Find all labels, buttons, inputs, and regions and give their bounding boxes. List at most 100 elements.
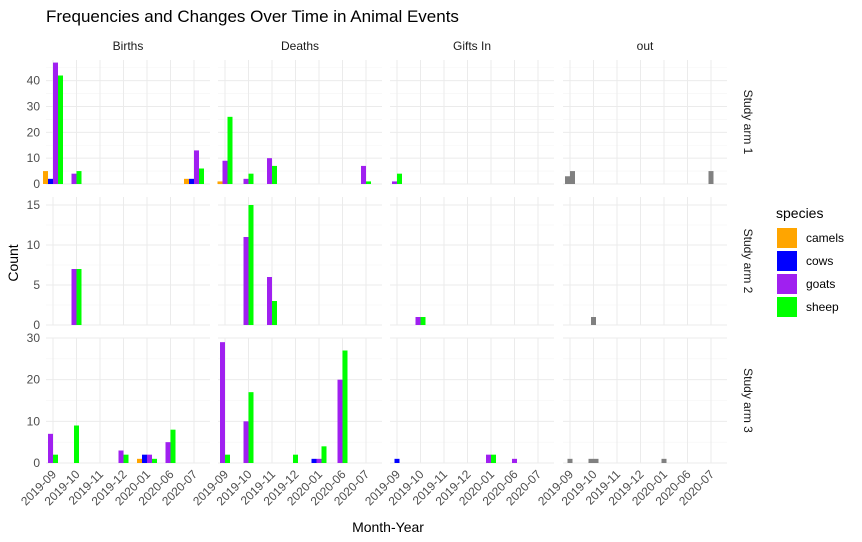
panel-gifts-in-study-arm-3 [390, 337, 554, 464]
panel-gifts-in-study-arm-2 [390, 197, 554, 326]
bar-sheep-2019-09 [227, 116, 233, 184]
bar-sheep-2019-10 [420, 317, 426, 325]
bar-sheep-2020-01 [152, 458, 157, 463]
legend-label-cows: cows [806, 254, 833, 268]
bar-na-2019-09 [570, 171, 575, 184]
bar-sheep-2020-07 [366, 181, 371, 184]
bar-goats-2019-10 [243, 421, 249, 463]
bar-sheep-2019-09 [397, 173, 402, 184]
legend-label-goats: goats [806, 277, 835, 291]
y-tick-label: 30 [27, 100, 41, 114]
panel-births-study-arm-3 [46, 337, 210, 464]
panel-out-study-arm-1 [563, 60, 727, 185]
bar-goats-2019-10 [71, 173, 77, 184]
panel-background [563, 60, 727, 184]
bar-goats-2019-09 [48, 433, 53, 463]
bar-goats-2020-06 [337, 379, 343, 463]
bar-sheep-2020-07 [199, 168, 204, 184]
bar-goats-2019-11 [267, 277, 272, 325]
bar-cows-2020-01 [142, 454, 147, 463]
bar-sheep-2020-06 [342, 350, 348, 463]
panel-out-study-arm-2 [563, 197, 727, 326]
y-tick-label: 30 [27, 331, 41, 345]
bar-sheep-2019-09 [53, 454, 58, 463]
panel-background [563, 197, 727, 325]
bar-goats-2019-09 [53, 62, 58, 185]
panel-background [46, 197, 210, 325]
bar-goats-2019-09 [220, 342, 225, 463]
bar-camels-2020-01 [137, 458, 142, 463]
y-tick-label: 40 [27, 74, 41, 88]
panel-births-study-arm-1 [43, 60, 210, 185]
row-strip-study-arm-3: Study arm 3 [741, 368, 755, 433]
bar-camels-2020-07 [184, 178, 189, 184]
column-strip-deaths: Deaths [281, 39, 319, 53]
bar-goats-2020-01 [316, 458, 322, 463]
bar-goats-2020-06 [165, 442, 171, 463]
y-tick-label: 10 [27, 238, 41, 252]
bar-goats-2019-11 [267, 158, 272, 184]
legend-key-cows [777, 251, 797, 271]
bar-sheep-2019-11 [272, 165, 277, 184]
bar-sheep-2020-01 [321, 446, 327, 463]
y-tick-label: 20 [27, 125, 41, 139]
y-tick-label: 10 [27, 414, 41, 428]
x-axis-title: Month-Year [352, 519, 424, 535]
panel-deaths-study-arm-1 [217, 60, 382, 185]
bar-na-2019-10 [593, 458, 599, 463]
facet-strips: Study arm 1 Study arm 2 Study arm 3 Births D… [113, 39, 755, 433]
legend-label-sheep: sheep [806, 300, 839, 314]
bar-goats-2019-12 [118, 450, 124, 463]
row-strip-study-arm-1: Study arm 1 [741, 90, 755, 155]
bar-cows-2020-01 [311, 458, 317, 463]
panel-background [390, 60, 554, 184]
y-tick-label: 15 [27, 198, 41, 212]
panel-background [218, 197, 382, 325]
bar-sheep-2019-09 [225, 454, 230, 463]
bar-sheep-2019-09 [58, 75, 63, 184]
bar-sheep-2019-12 [123, 454, 129, 463]
bar-goats-2019-10 [243, 237, 249, 325]
bar-na-2019-10 [588, 458, 594, 463]
bar-sheep-2019-10 [248, 205, 254, 325]
bar-sheep-2019-10 [248, 392, 254, 463]
y-tick-label: 0 [33, 177, 40, 191]
panel-background [46, 60, 210, 184]
bar-sheep-2019-10 [74, 425, 79, 463]
bar-sheep-2019-10 [76, 269, 82, 325]
bar-cows-2020-07 [189, 178, 194, 184]
y-axis-title: Count [5, 244, 21, 281]
bar-goats-2020-07 [194, 150, 199, 184]
bar-sheep-2020-06 [170, 429, 176, 463]
bar-cows-2019-09 [394, 458, 400, 463]
legend-label-camels: camels [806, 231, 844, 245]
bar-na-2019-10 [591, 317, 596, 325]
bar-camels-2019-09 [43, 171, 48, 184]
panel-background [390, 197, 554, 325]
y-axes: 0 10 20 30 40 0 5 10 15 0 10 20 30 [27, 74, 41, 470]
panel-deaths-study-arm-3 [218, 337, 382, 464]
bar-na-2019-09 [565, 176, 570, 184]
bar-goats-2019-09 [392, 181, 397, 184]
y-tick-label: 0 [33, 456, 40, 470]
bar-goats-2020-01 [486, 454, 491, 463]
bar-camels-2019-09 [217, 181, 223, 184]
bar-goats-2019-10 [415, 317, 421, 325]
panel-out-study-arm-3 [563, 337, 727, 464]
bar-na-2020-07 [708, 171, 714, 184]
bar-goats-2019-09 [222, 160, 228, 184]
bar-sheep-2019-12 [293, 454, 298, 463]
legend-key-sheep [777, 297, 797, 317]
y-tick-label: 5 [33, 278, 40, 292]
column-strip-out: out [637, 39, 654, 53]
bar-na-2019-09 [567, 458, 573, 463]
chart-title: Frequencies and Changes Over Time in Ani… [46, 7, 459, 26]
legend-title: species [776, 205, 823, 221]
bar-na-2020-01 [661, 458, 667, 463]
legend: species camels cows goats sheep [776, 205, 844, 317]
bar-goats-2019-10 [243, 178, 249, 184]
bar-goats-2020-06 [512, 458, 517, 463]
bar-goats-2020-07 [361, 165, 366, 184]
bar-sheep-2019-10 [248, 173, 254, 184]
